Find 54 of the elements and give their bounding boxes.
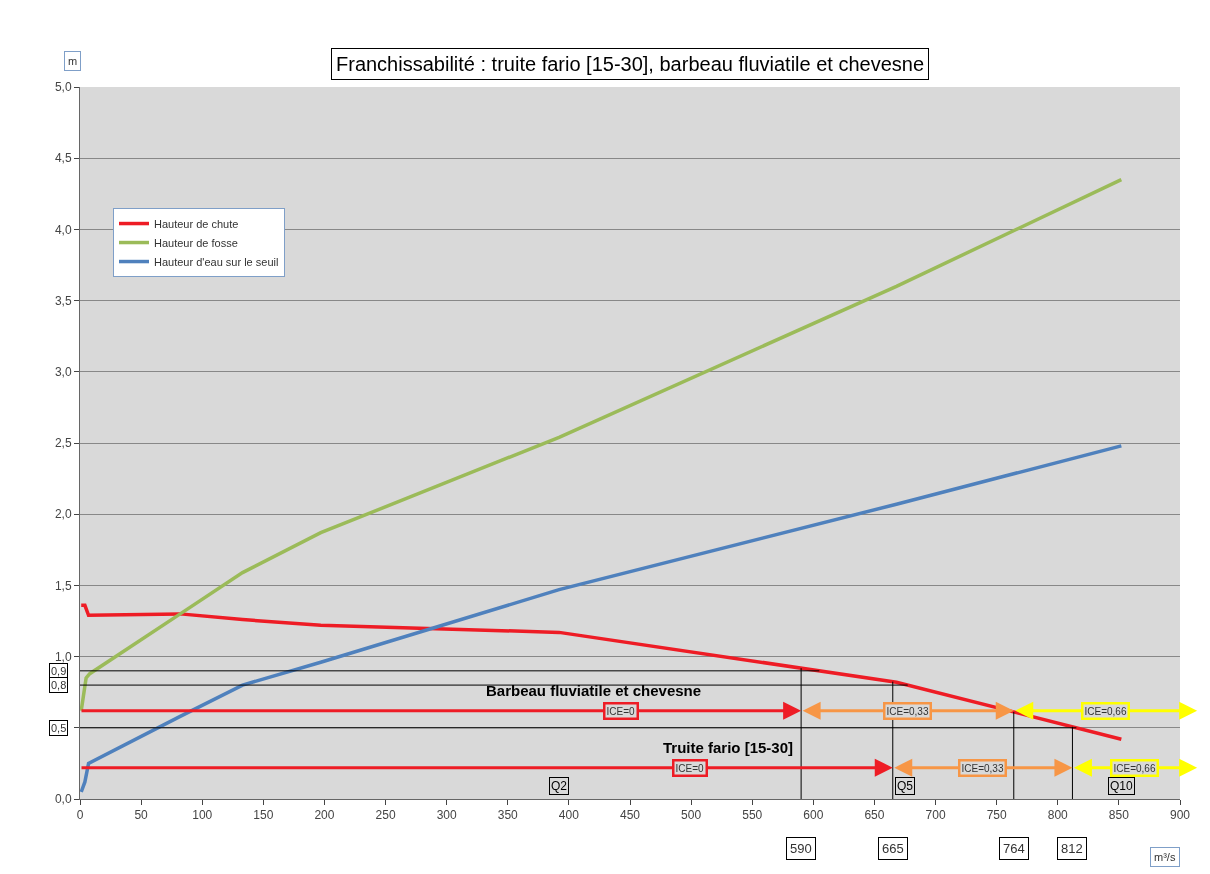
x-tick-label: 700 bbox=[925, 808, 946, 823]
ref-line-label: 812 bbox=[1061, 841, 1083, 856]
annotation: ICE=0,66 bbox=[1113, 762, 1156, 774]
x-tick-label: 250 bbox=[375, 808, 396, 823]
ref-line-label: 0,5 bbox=[51, 722, 67, 734]
x-tick-label: 200 bbox=[314, 808, 335, 823]
legend-label: Hauteur d'eau sur le seuil bbox=[154, 255, 279, 268]
x-tick-label: 100 bbox=[192, 808, 213, 823]
x-tick-label: 400 bbox=[558, 808, 580, 823]
annotation: Q2 bbox=[551, 779, 568, 793]
x-tick-label: 800 bbox=[1047, 808, 1069, 823]
annotation: Truite fario [15-30] bbox=[663, 739, 794, 756]
x-tick-label: 350 bbox=[497, 808, 519, 823]
x-tick-label: 650 bbox=[864, 808, 885, 823]
x-tick-label: 450 bbox=[619, 808, 641, 823]
y-tick-label: 3,5 bbox=[54, 293, 72, 308]
annotation: ICE=0,33 bbox=[886, 705, 929, 717]
line-series bbox=[80, 603, 1124, 741]
ref-line-label: 0,9 bbox=[51, 665, 67, 677]
annotation: Q10 bbox=[1110, 779, 1134, 793]
ref-line-label: 0,8 bbox=[51, 679, 67, 691]
y-tick-label: 5,0 bbox=[54, 80, 72, 95]
annotation: Q5 bbox=[897, 779, 914, 793]
x-tick-label: 850 bbox=[1108, 808, 1130, 823]
x-tick-label: 50 bbox=[134, 808, 149, 823]
x-tick-label: 750 bbox=[986, 808, 1007, 823]
chart-title: Franchissabilité : truite fario [15-30], barbeau fluviatile et chevesne bbox=[336, 53, 925, 75]
y-tick-label: 1,0 bbox=[54, 649, 72, 664]
x-tick-label: 300 bbox=[436, 808, 457, 823]
annotation: ICE=0 bbox=[606, 705, 636, 717]
y-tick-label: 1,5 bbox=[54, 578, 72, 593]
x-tick-label: 150 bbox=[253, 808, 274, 823]
y-axis-title: m bbox=[68, 55, 78, 67]
x-tick-label: 500 bbox=[681, 808, 702, 823]
annotation: ICE=0,66 bbox=[1084, 705, 1127, 717]
x-tick-label: 0 bbox=[76, 808, 84, 823]
y-tick-label: 3,0 bbox=[54, 365, 72, 379]
annotation: Barbeau fluviatile et chevesne bbox=[486, 682, 702, 699]
ref-line-label: 764 bbox=[1003, 841, 1025, 856]
y-tick-label: 4,0 bbox=[54, 222, 72, 237]
annotation: ICE=0 bbox=[675, 762, 705, 774]
ref-line-label: 590 bbox=[790, 841, 812, 856]
x-axis-title: m³/s bbox=[1154, 851, 1176, 863]
y-tick-label: 2,5 bbox=[54, 436, 72, 451]
ref-line-label: 665 bbox=[882, 841, 904, 856]
x-tick-label: 550 bbox=[742, 808, 763, 823]
x-tick-label: 600 bbox=[803, 808, 824, 823]
x-tick-label: 900 bbox=[1169, 808, 1191, 823]
y-tick-label: 0,0 bbox=[54, 792, 72, 807]
legend-label: Hauteur de fosse bbox=[154, 236, 238, 249]
y-tick-label: 2,0 bbox=[54, 507, 72, 522]
legend-label: Hauteur de chute bbox=[154, 217, 239, 230]
annotation: ICE=0,33 bbox=[961, 762, 1004, 774]
y-tick-label: 4,5 bbox=[54, 151, 72, 166]
